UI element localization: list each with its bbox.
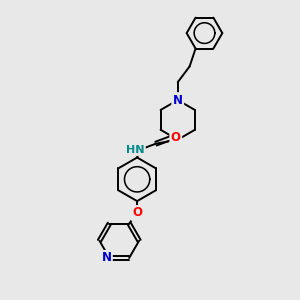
Text: O: O [132, 206, 142, 220]
Text: O: O [171, 131, 181, 144]
Text: N: N [101, 251, 111, 264]
Text: N: N [173, 94, 183, 106]
Text: HN: HN [126, 145, 144, 154]
